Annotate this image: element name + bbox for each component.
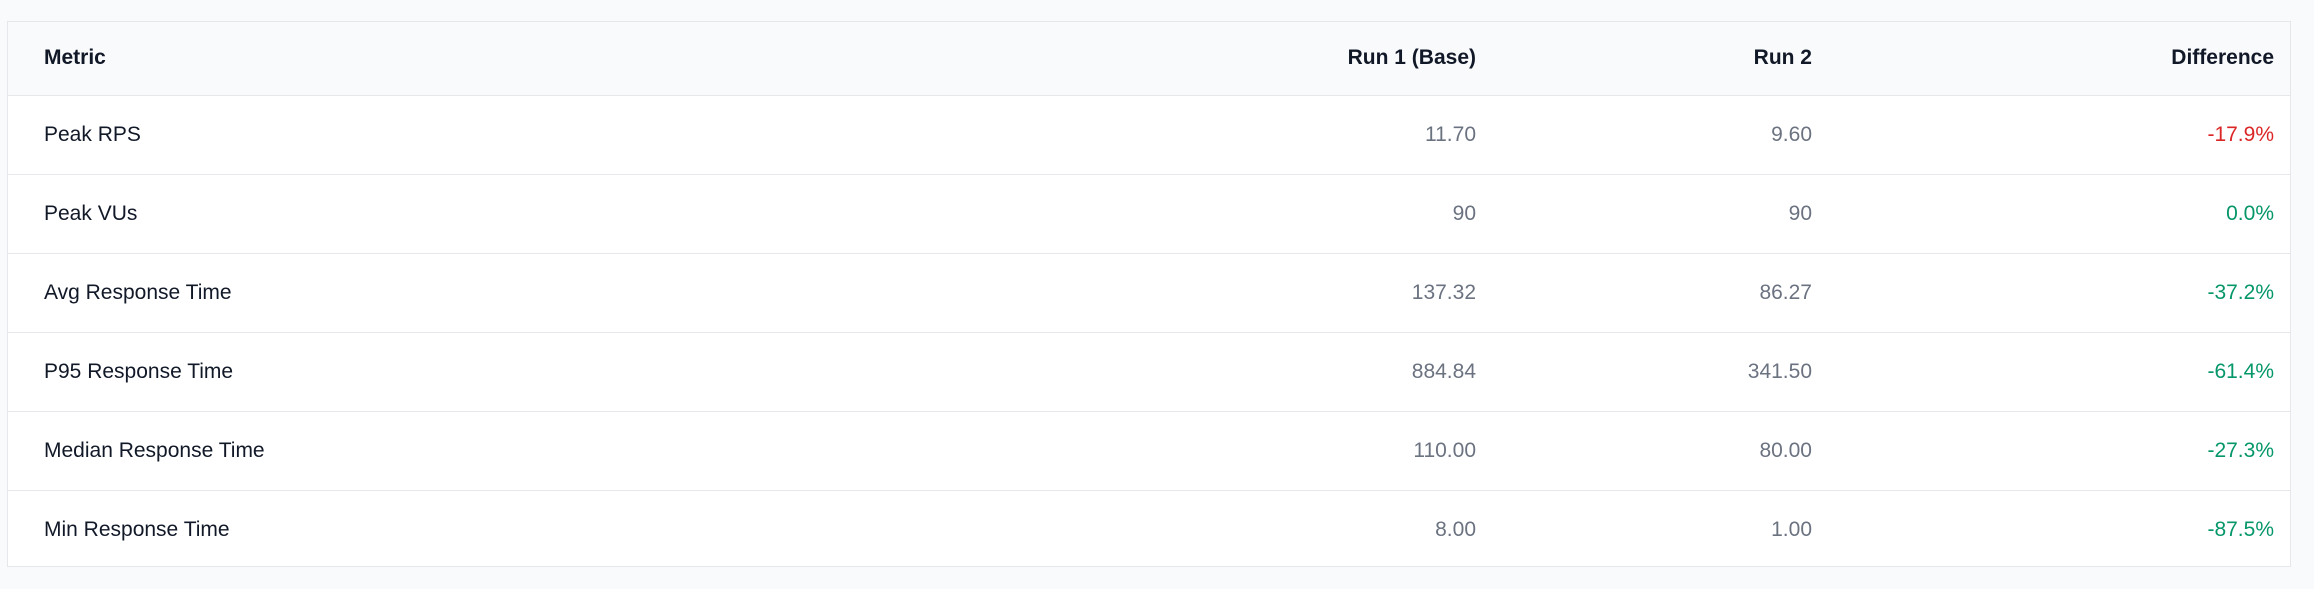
metric-cell: Peak RPS bbox=[44, 122, 141, 146]
metric-cell: Peak VUs bbox=[44, 201, 138, 225]
difference-cell: -27.3% bbox=[2207, 438, 2274, 462]
header-metric: Metric bbox=[8, 22, 763, 96]
table-row: Peak RPS 11.70 9.60 -17.9% bbox=[8, 95, 2290, 174]
difference-cell: 0.0% bbox=[2226, 201, 2274, 225]
table-row: Avg Response Time 137.32 86.27 -37.2% bbox=[8, 253, 2290, 332]
run1-cell: 8.00 bbox=[1435, 517, 1476, 541]
header-run1: Run 1 (Base) bbox=[763, 22, 1476, 96]
table-row: Peak VUs 90 90 0.0% bbox=[8, 174, 2290, 253]
run1-cell: 90 bbox=[1452, 201, 1476, 225]
metric-cell: P95 Response Time bbox=[44, 359, 234, 383]
run1-cell: 110.00 bbox=[1413, 438, 1476, 462]
metric-cell: Min Response Time bbox=[44, 517, 230, 541]
run1-cell: 884.84 bbox=[1411, 359, 1476, 383]
header-difference: Difference bbox=[1812, 22, 2290, 96]
run2-cell: 341.50 bbox=[1747, 359, 1812, 383]
run2-cell: 1.00 bbox=[1771, 517, 1812, 541]
run1-cell: 137.32 bbox=[1411, 280, 1476, 304]
difference-cell: -17.9% bbox=[2207, 122, 2274, 146]
comparison-table-card: Metric Run 1 (Base) Run 2 Difference Pea… bbox=[7, 21, 2291, 567]
table-header: Metric Run 1 (Base) Run 2 Difference bbox=[8, 22, 2290, 96]
run1-cell: 11.70 bbox=[1425, 122, 1476, 146]
run2-cell: 90 bbox=[1788, 201, 1812, 225]
run2-cell: 86.27 bbox=[1759, 280, 1812, 304]
table-header-row: Metric Run 1 (Base) Run 2 Difference bbox=[8, 22, 2290, 96]
metric-cell: Median Response Time bbox=[44, 438, 265, 462]
table-row: Min Response Time 8.00 1.00 -87.5% bbox=[8, 490, 2290, 566]
difference-cell: -37.2% bbox=[2207, 280, 2274, 304]
header-run2: Run 2 bbox=[1476, 22, 1812, 96]
comparison-table: Metric Run 1 (Base) Run 2 Difference Pea… bbox=[8, 22, 2290, 566]
run2-cell: 9.60 bbox=[1771, 122, 1812, 146]
difference-cell: -87.5% bbox=[2207, 517, 2274, 541]
table-body: Peak RPS 11.70 9.60 -17.9% Peak VUs 90 9… bbox=[8, 95, 2290, 566]
run2-cell: 80.00 bbox=[1759, 438, 1812, 462]
table-row: P95 Response Time 884.84 341.50 -61.4% bbox=[8, 332, 2290, 411]
table-row: Median Response Time 110.00 80.00 -27.3% bbox=[8, 411, 2290, 490]
difference-cell: -61.4% bbox=[2207, 359, 2274, 383]
metric-cell: Avg Response Time bbox=[44, 280, 232, 304]
